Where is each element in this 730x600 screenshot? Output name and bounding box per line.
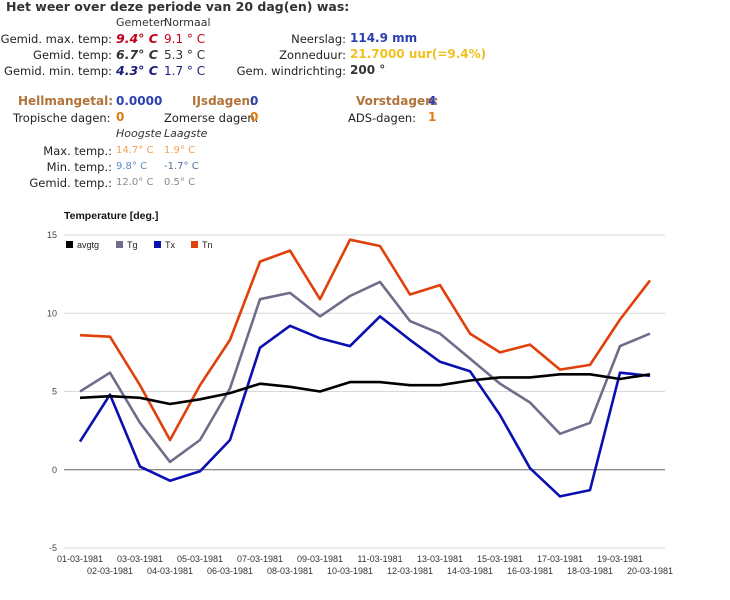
extreme-min-label: Min. temp.:	[46, 160, 112, 174]
series-line-tn	[79, 238, 652, 442]
sunshine-percent: (=9.4%)	[431, 47, 487, 61]
header-low: Laagste	[164, 127, 208, 140]
wind-label: Gem. windrichting:	[236, 64, 346, 78]
row-avg-max-normal: 9.1 ° C	[164, 32, 206, 46]
y-axis-labels: -5 0 5 10 15	[47, 230, 57, 553]
x-tick-label: 02-03-1981	[87, 566, 133, 576]
row-avg-max-measured: 9.4° C	[116, 31, 158, 46]
tropische-label: Tropische dagen:	[13, 111, 111, 125]
extreme-avg-low: 0.5° C	[164, 177, 196, 188]
chart-lines	[78, 238, 652, 498]
x-tick-label: 04-03-1981	[147, 566, 193, 576]
row-avg-temp-label: Gemid. temp:	[33, 48, 112, 62]
legend-swatch	[66, 241, 73, 248]
vorstdagen-value: 4	[428, 94, 437, 108]
page-title: Het weer over deze periode van 20 dag(en…	[6, 0, 350, 14]
extreme-min-high: 9.8° C	[116, 161, 148, 172]
precip-label: Neerslag:	[291, 32, 346, 46]
x-axis-labels: 01-03-1981 02-03-1981 03-03-1981 04-03-1981…	[57, 554, 673, 576]
x-tick-label: 01-03-1981	[57, 554, 103, 564]
chart-title: Temperature [deg.]	[64, 210, 158, 222]
y-tick-label: 0	[52, 465, 57, 475]
x-tick-label: 07-03-1981	[237, 554, 283, 564]
x-tick-label: 16-03-1981	[507, 566, 553, 576]
legend-label: Tn	[202, 240, 213, 250]
x-tick-label: 20-03-1981	[627, 566, 673, 576]
row-avg-min-measured: 4.3° C	[116, 63, 158, 78]
x-tick-label: 08-03-1981	[267, 566, 313, 576]
x-tick-label: 11-03-1981	[357, 554, 402, 564]
x-tick-label: 18-03-1981	[567, 566, 613, 576]
x-tick-label: 09-03-1981	[297, 554, 343, 564]
zomerse-label: Zomerse dagen:	[164, 111, 259, 125]
hellmann-value: 0.0000	[116, 94, 163, 108]
ads-value: 1	[428, 110, 437, 124]
row-avg-max-label: Gemid. max. temp:	[0, 32, 112, 46]
sunshine-hours: 21.7000 uur	[350, 47, 432, 61]
header-high: Hoogste	[116, 127, 162, 140]
x-tick-label: 13-03-1981	[417, 554, 463, 564]
chart-legend: avgtg Tg Tx Tn	[66, 240, 213, 250]
ads-label: ADS-dagen:	[348, 111, 417, 125]
precip-value: 114.9 mm	[350, 31, 418, 45]
x-tick-label: 05-03-1981	[177, 554, 223, 564]
temperature-chart: Temperature [deg.] -5 0 5 10 15 01-03-1981 02…	[47, 210, 673, 576]
row-avg-temp-normal: 5.3 ° C	[164, 48, 206, 62]
x-tick-label: 03-03-1981	[117, 554, 163, 564]
extreme-avg-label: Gemid. temp.:	[29, 176, 112, 190]
y-tick-label: 5	[52, 387, 57, 397]
row-avg-min-label: Gemid. min. temp:	[4, 64, 112, 78]
x-tick-label: 17-03-1981	[537, 554, 583, 564]
y-tick-label: -5	[49, 543, 57, 553]
sunshine-label: Zonneduur:	[279, 48, 346, 62]
chart-grid	[64, 234, 665, 549]
legend-swatch	[116, 241, 123, 248]
y-tick-label: 15	[47, 230, 57, 240]
header-normal: Normaal	[164, 16, 211, 29]
ijsdagen-label: IJsdagen:	[192, 94, 255, 108]
sunshine-value: 21.7000 uur(=9.4%)	[350, 47, 486, 61]
wind-value: 200 °	[350, 63, 386, 77]
extreme-max-low: 1.9° C	[164, 145, 196, 156]
row-avg-temp-measured: 6.7° C	[116, 47, 158, 62]
x-tick-label: 06-03-1981	[207, 566, 253, 576]
vorstdagen-label: Vorstdagen:	[356, 94, 439, 108]
extreme-avg-high: 12.0° C	[116, 177, 154, 188]
legend-label: avgtg	[77, 240, 99, 250]
legend-label: Tx	[165, 240, 175, 250]
tropische-value: 0	[116, 110, 125, 124]
extreme-min-low: -1.7° C	[164, 161, 199, 172]
x-tick-label: 10-03-1981	[327, 566, 373, 576]
header-measured: Gemeten	[116, 16, 167, 29]
extreme-max-high: 14.7° C	[116, 145, 154, 156]
x-tick-label: 12-03-1981	[387, 566, 433, 576]
series-line-avgtg	[79, 373, 651, 406]
extreme-max-label: Max. temp.:	[43, 144, 112, 158]
x-tick-label: 19-03-1981	[597, 554, 643, 564]
y-tick-label: 10	[47, 308, 57, 318]
series-line-tg	[79, 280, 651, 464]
hellmann-label: Hellmangetal:	[17, 94, 113, 108]
legend-swatch	[191, 241, 198, 248]
legend-swatch	[154, 241, 161, 248]
row-avg-min-normal: 1.7 ° C	[164, 64, 206, 78]
legend-label: Tg	[127, 240, 138, 250]
x-tick-label: 15-03-1981	[477, 554, 523, 564]
zomerse-value: 0	[250, 110, 259, 124]
ijsdagen-value: 0	[250, 94, 259, 108]
x-tick-label: 14-03-1981	[447, 566, 493, 576]
series-line-tx	[78, 315, 651, 498]
